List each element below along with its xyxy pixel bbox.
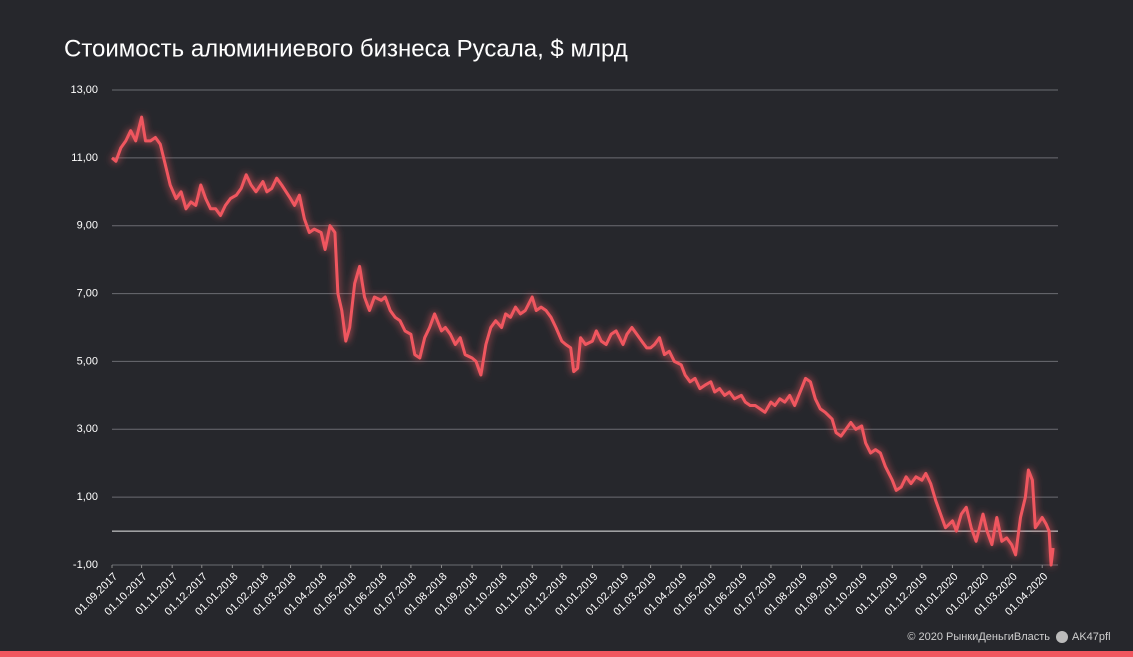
y-tick-label: 11,00 xyxy=(71,152,98,164)
y-tick-label: 7,00 xyxy=(77,287,98,299)
telegram-icon xyxy=(1056,631,1068,643)
y-tick-label: 5,00 xyxy=(77,355,98,367)
copyright: © 2020 РынкиДеньгиВласть xyxy=(907,631,1050,643)
y-tick-label: 1,00 xyxy=(77,491,98,503)
data-line xyxy=(111,115,1055,567)
y-tick-label: 13,00 xyxy=(70,84,98,96)
chart-title: Стоимость алюминиевого бизнеса Русала, $… xyxy=(64,35,628,62)
y-tick-label: -1,00 xyxy=(73,559,98,571)
footer-bar xyxy=(0,651,1133,657)
handle: AK47pfl xyxy=(1072,631,1111,643)
y-tick-label: 3,00 xyxy=(77,423,98,435)
y-tick-label: 9,00 xyxy=(77,220,98,232)
